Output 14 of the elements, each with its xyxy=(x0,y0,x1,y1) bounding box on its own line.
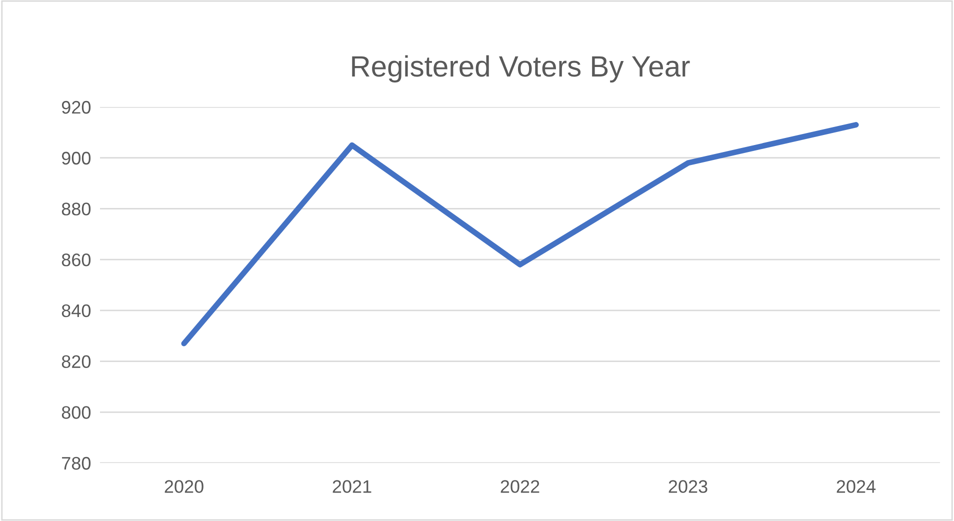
y-tick-label: 780 xyxy=(62,456,91,470)
x-tick-label: 2023 xyxy=(668,480,708,493)
x-tick-label: 2020 xyxy=(164,480,204,493)
y-tick-label: 840 xyxy=(62,304,91,318)
chart-title: Registered Voters By Year xyxy=(352,55,690,82)
x-tick-label: 2021 xyxy=(332,480,372,493)
y-tick-label: 900 xyxy=(62,152,91,165)
y-tick-label: 860 xyxy=(62,254,91,266)
y-tick-label: 800 xyxy=(62,406,91,419)
y-tick-label: 820 xyxy=(62,355,91,368)
y-tick-label: 880 xyxy=(62,202,91,216)
x-tick-label: 2022 xyxy=(500,480,540,493)
x-tick-label: 2024 xyxy=(836,480,876,493)
y-tick-label: 920 xyxy=(62,100,91,114)
